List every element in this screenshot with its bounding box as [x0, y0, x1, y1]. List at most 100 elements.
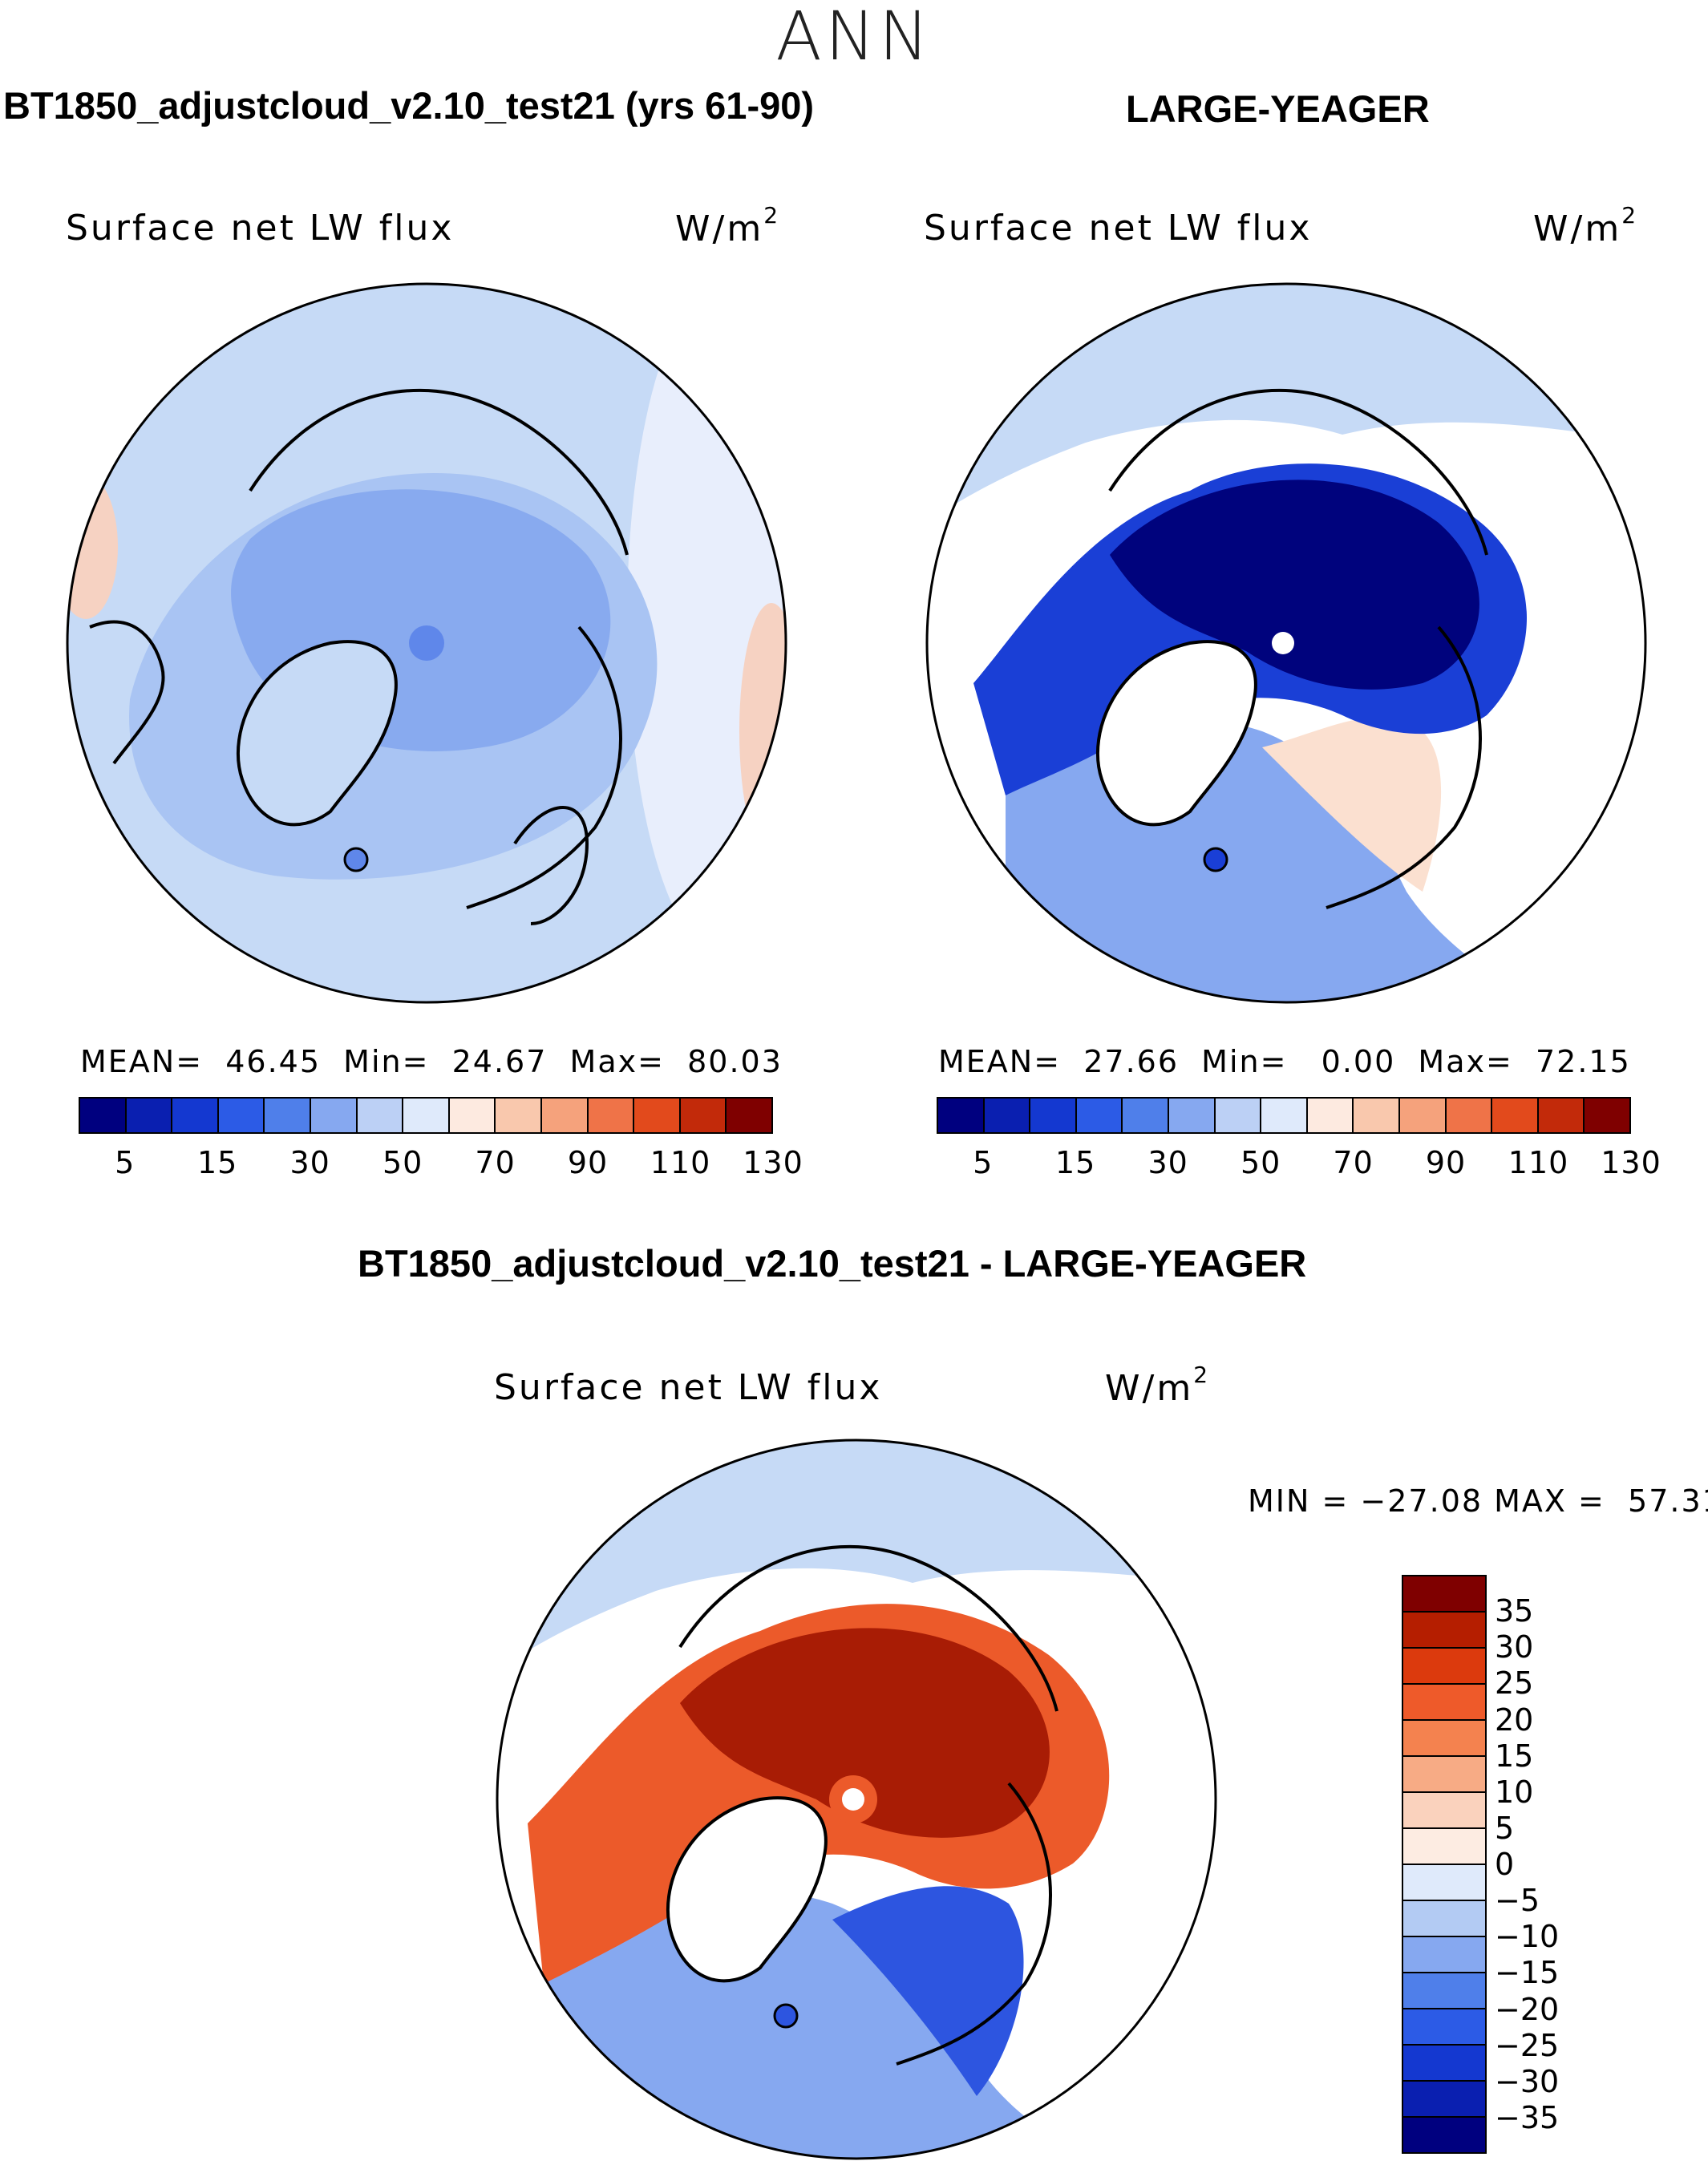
colorbar-tick-label: −10	[1495, 1919, 1560, 1955]
colorbar-tick-label: 20	[1495, 1702, 1534, 1738]
colorbar-swatch	[1076, 1099, 1123, 1132]
model-stats: MEAN= 46.45 Min= 24.67 Max= 80.03	[80, 1044, 783, 1079]
colorbar-swatch	[1403, 1793, 1485, 1829]
colorbar-swatch	[1403, 1721, 1485, 1757]
obs-coast-eurasia	[1108, 388, 1488, 909]
model-field-warm-east	[739, 603, 786, 860]
model-iceland	[343, 847, 369, 872]
colorbar-swatch	[1403, 1937, 1485, 1973]
colorbar-tick-label: 130	[1601, 1145, 1661, 1180]
diff-stats: MIN = −27.08 MAX = 57.31	[1248, 1483, 1708, 1519]
colorbar-tick-label: −20	[1495, 1991, 1560, 2027]
model-units: W/m2	[675, 202, 779, 249]
colorbar-swatch	[449, 1099, 496, 1132]
colorbar-swatch	[403, 1099, 450, 1132]
diff-case-title: BT1850_adjustcloud_v2.10_test21 - LARGE-…	[358, 1242, 1307, 1285]
colorbar-tick-label: 15	[1495, 1738, 1534, 1774]
model-polar-map	[66, 282, 787, 1004]
colorbar-swatch	[1399, 1099, 1447, 1132]
colorbar-tick-label: 50	[1240, 1145, 1281, 1180]
colorbar-tick-label: 70	[1333, 1145, 1374, 1180]
season-title: ANN	[775, 0, 933, 75]
colorbar-swatch	[1168, 1099, 1216, 1132]
obs-iceland	[1203, 847, 1228, 872]
colorbar-swatch	[1492, 1099, 1539, 1132]
model-case-title: BT1850_adjustcloud_v2.10_test21 (yrs 61-…	[3, 84, 815, 127]
colorbar-swatch	[727, 1099, 771, 1132]
colorbar-tick-label: 50	[382, 1145, 423, 1180]
colorbar-swatch	[496, 1099, 542, 1132]
diff-units: W/m2	[1105, 1362, 1208, 1409]
colorbar-swatch	[265, 1099, 311, 1132]
colorbar-tick-label: 0	[1495, 1847, 1515, 1882]
model-plot-title: Surface net LW flux	[66, 208, 455, 249]
colorbar-swatch	[1307, 1099, 1354, 1132]
colorbar-tick-label: 30	[289, 1145, 330, 1180]
colorbar-swatch	[1403, 2118, 1485, 2152]
colorbar-tick-label: 25	[1495, 1665, 1534, 1702]
colorbar-tick-label: 15	[1055, 1145, 1096, 1180]
colorbar-swatch	[1403, 1901, 1485, 1937]
colorbar-swatch	[1403, 2046, 1485, 2082]
model-greenland	[237, 640, 398, 827]
model-coast-america	[89, 620, 165, 765]
colorbar-swatch	[1123, 1099, 1169, 1132]
colorbar-swatch	[1354, 1099, 1400, 1132]
model-field-edge	[627, 284, 786, 956]
diff-field-pacific	[497, 1440, 1216, 1671]
colorbar-tick-label: 10	[1495, 1774, 1534, 1810]
diff-iceland	[773, 2003, 799, 2029]
model-coast-eurasia	[249, 388, 629, 909]
obs-field-core	[1110, 480, 1479, 690]
colorbar-swatch	[357, 1099, 404, 1132]
obs-field-atlantic-light	[1262, 717, 1442, 892]
colorbar-swatch	[680, 1099, 727, 1132]
model-field-pole	[409, 625, 444, 661]
colorbar-tick-label: 5	[115, 1145, 136, 1180]
obs-field-pole-hole	[1272, 632, 1294, 654]
colorbar-tick-label: 15	[197, 1145, 238, 1180]
colorbar-swatch	[588, 1099, 635, 1132]
obs-greenland	[1096, 640, 1257, 827]
diff-colorbar	[1402, 1575, 1487, 2154]
colorbar-swatch	[126, 1099, 173, 1132]
colorbar-swatch	[1403, 1613, 1485, 1649]
colorbar-swatch	[1215, 1099, 1262, 1132]
colorbar-swatch	[218, 1099, 265, 1132]
colorbar-swatch	[938, 1099, 985, 1132]
colorbar-swatch	[310, 1099, 358, 1132]
colorbar-tick-label: −25	[1495, 2027, 1560, 2063]
colorbar-tick-label: −15	[1495, 1955, 1560, 1991]
colorbar-swatch	[1538, 1099, 1585, 1132]
obs-field-pacific	[927, 284, 1645, 523]
colorbar-swatch	[80, 1099, 127, 1132]
colorbar-swatch	[634, 1099, 681, 1132]
colorbar-swatch	[1403, 1649, 1485, 1685]
colorbar-tick-label: 90	[567, 1145, 609, 1180]
colorbar-tick-label: 30	[1147, 1145, 1188, 1180]
colorbar-tick-label: 110	[650, 1145, 711, 1180]
obs-colorbar	[937, 1097, 1631, 1134]
colorbar-tick-label: 70	[475, 1145, 516, 1180]
colorbar-swatch	[172, 1099, 219, 1132]
colorbar-swatch	[984, 1099, 1031, 1132]
colorbar-swatch	[1030, 1099, 1077, 1132]
colorbar-swatch	[541, 1099, 589, 1132]
model-field-warm-west	[67, 475, 118, 619]
colorbar-swatch	[1403, 1576, 1485, 1613]
colorbar-swatch	[1403, 2009, 1485, 2046]
obs-stats: MEAN= 27.66 Min= 0.00 Max= 72.15	[938, 1044, 1631, 1079]
obs-plot-title: Surface net LW flux	[924, 208, 1313, 249]
diff-coast-eurasia	[678, 1544, 1058, 2066]
colorbar-swatch	[1403, 1757, 1485, 1793]
colorbar-tick-label: −5	[1495, 1883, 1540, 1919]
colorbar-tick-label: 130	[743, 1145, 803, 1180]
colorbar-swatch	[1403, 1865, 1485, 1901]
colorbar-swatch	[1403, 1973, 1485, 2009]
colorbar-tick-label: 110	[1508, 1145, 1569, 1180]
colorbar-tick-label: −35	[1495, 2099, 1560, 2135]
colorbar-tick-label: 90	[1425, 1145, 1467, 1180]
diff-field-pole-hole	[842, 1788, 864, 1811]
colorbar-swatch	[1403, 1685, 1485, 1721]
colorbar-tick-label: 30	[1495, 1629, 1534, 1665]
